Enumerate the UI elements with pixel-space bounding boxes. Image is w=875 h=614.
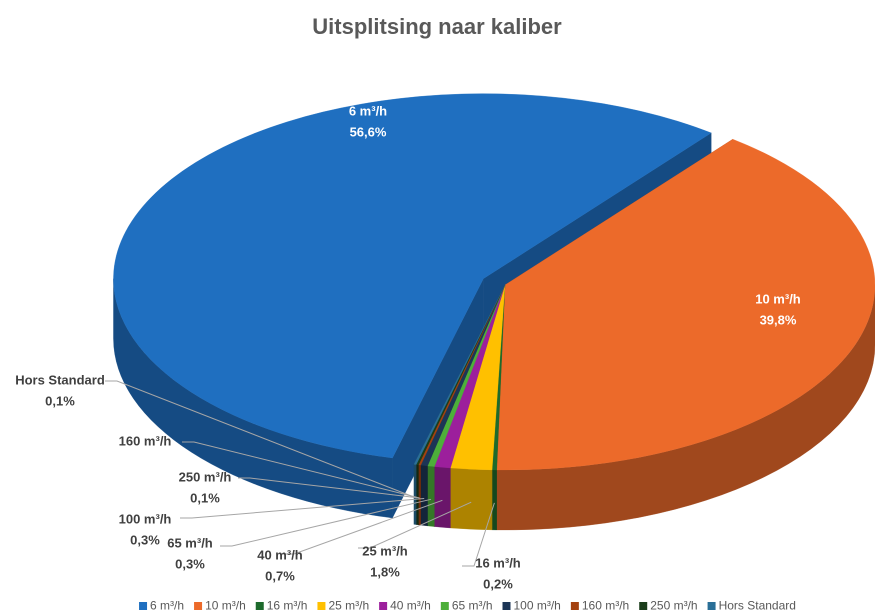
leader-line <box>238 477 418 499</box>
leader-line <box>220 498 432 547</box>
data-label-value: 0,7% <box>265 568 295 583</box>
data-label-category: 100 m³/h <box>119 511 172 526</box>
legend-label: 160 m³/h <box>582 599 629 613</box>
data-label-category: 160 m³/h <box>119 433 172 448</box>
data-label-category: 10 m³/h <box>755 291 801 306</box>
data-label-category: 16 m³/h <box>475 555 521 570</box>
slice-side <box>491 469 497 531</box>
slice-side <box>416 464 419 526</box>
legend-swatch <box>194 602 203 610</box>
slice-side <box>420 464 428 527</box>
leader-line <box>462 502 495 567</box>
data-label-value: 0,3% <box>175 556 205 571</box>
data-label-category: 250 m³/h <box>179 469 232 484</box>
slice <box>113 93 712 459</box>
data-label-category: 40 m³/h <box>257 547 303 562</box>
legend-swatch <box>639 602 648 610</box>
legend-swatch <box>440 602 449 610</box>
data-label-category: 25 m³/h <box>362 543 408 558</box>
legend-label: 100 m³/h <box>514 599 561 613</box>
data-label-value: 0,2% <box>483 576 513 591</box>
leader-line <box>180 498 425 519</box>
legend-swatch <box>255 602 264 610</box>
legend-swatch <box>379 602 388 610</box>
data-label-value: 39,8% <box>760 312 797 327</box>
data-label-category: 6 m³/h <box>349 103 387 118</box>
slice-side <box>418 464 421 526</box>
data-label-category: Hors Standard <box>15 372 105 387</box>
slice-side <box>427 465 435 527</box>
data-label-category: 65 m³/h <box>167 535 213 550</box>
leader-line <box>182 441 420 499</box>
data-label-value: 0,1% <box>45 393 75 408</box>
slice-side <box>434 466 451 529</box>
slice-side <box>413 464 417 525</box>
legend-swatch <box>570 602 579 610</box>
slice-side <box>450 467 493 531</box>
leader-line <box>105 380 416 498</box>
legend-swatch <box>707 602 716 610</box>
legend-label: 6 m³/h <box>150 599 184 613</box>
legend-label: 40 m³/h <box>390 599 431 613</box>
data-label-value: 0,1% <box>190 490 220 505</box>
leader-line <box>282 499 443 555</box>
legend-label: 250 m³/h <box>650 599 697 613</box>
legend-swatch <box>317 602 326 610</box>
leader-line <box>358 501 472 549</box>
legend-label: 65 m³/h <box>452 599 493 613</box>
slice <box>413 284 506 465</box>
legend-label: 25 m³/h <box>328 599 369 613</box>
slice <box>496 139 875 471</box>
legend-label: 10 m³/h <box>205 599 246 613</box>
data-label-value: 1,8% <box>370 564 400 579</box>
data-label-value: 0,3% <box>130 532 160 547</box>
data-label-value: 56,6% <box>350 124 387 139</box>
legend-swatch <box>502 602 511 610</box>
chart-title: Uitsplitsing naar kaliber <box>312 14 562 39</box>
legend: 6 m³/h 10 m³/h 16 m³/h 25 m³/h 40 m³/h 65 m³/… <box>139 599 796 613</box>
legend-label: 16 m³/h <box>267 599 308 613</box>
legend-swatch <box>139 602 148 610</box>
legend-label: Hors Standard <box>719 599 796 613</box>
